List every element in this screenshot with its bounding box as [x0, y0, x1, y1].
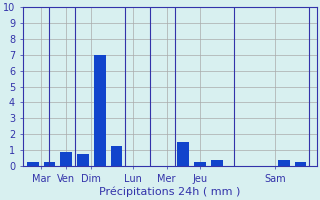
Bar	[278, 160, 290, 166]
Bar	[211, 160, 223, 166]
Bar	[44, 162, 55, 166]
Bar	[27, 162, 39, 166]
Bar	[77, 154, 89, 166]
Bar	[60, 152, 72, 166]
Bar	[295, 162, 306, 166]
Bar	[110, 146, 122, 166]
Bar	[178, 142, 189, 166]
X-axis label: Précipitations 24h ( mm ): Précipitations 24h ( mm )	[99, 187, 241, 197]
Bar	[194, 162, 206, 166]
Bar	[94, 55, 106, 166]
